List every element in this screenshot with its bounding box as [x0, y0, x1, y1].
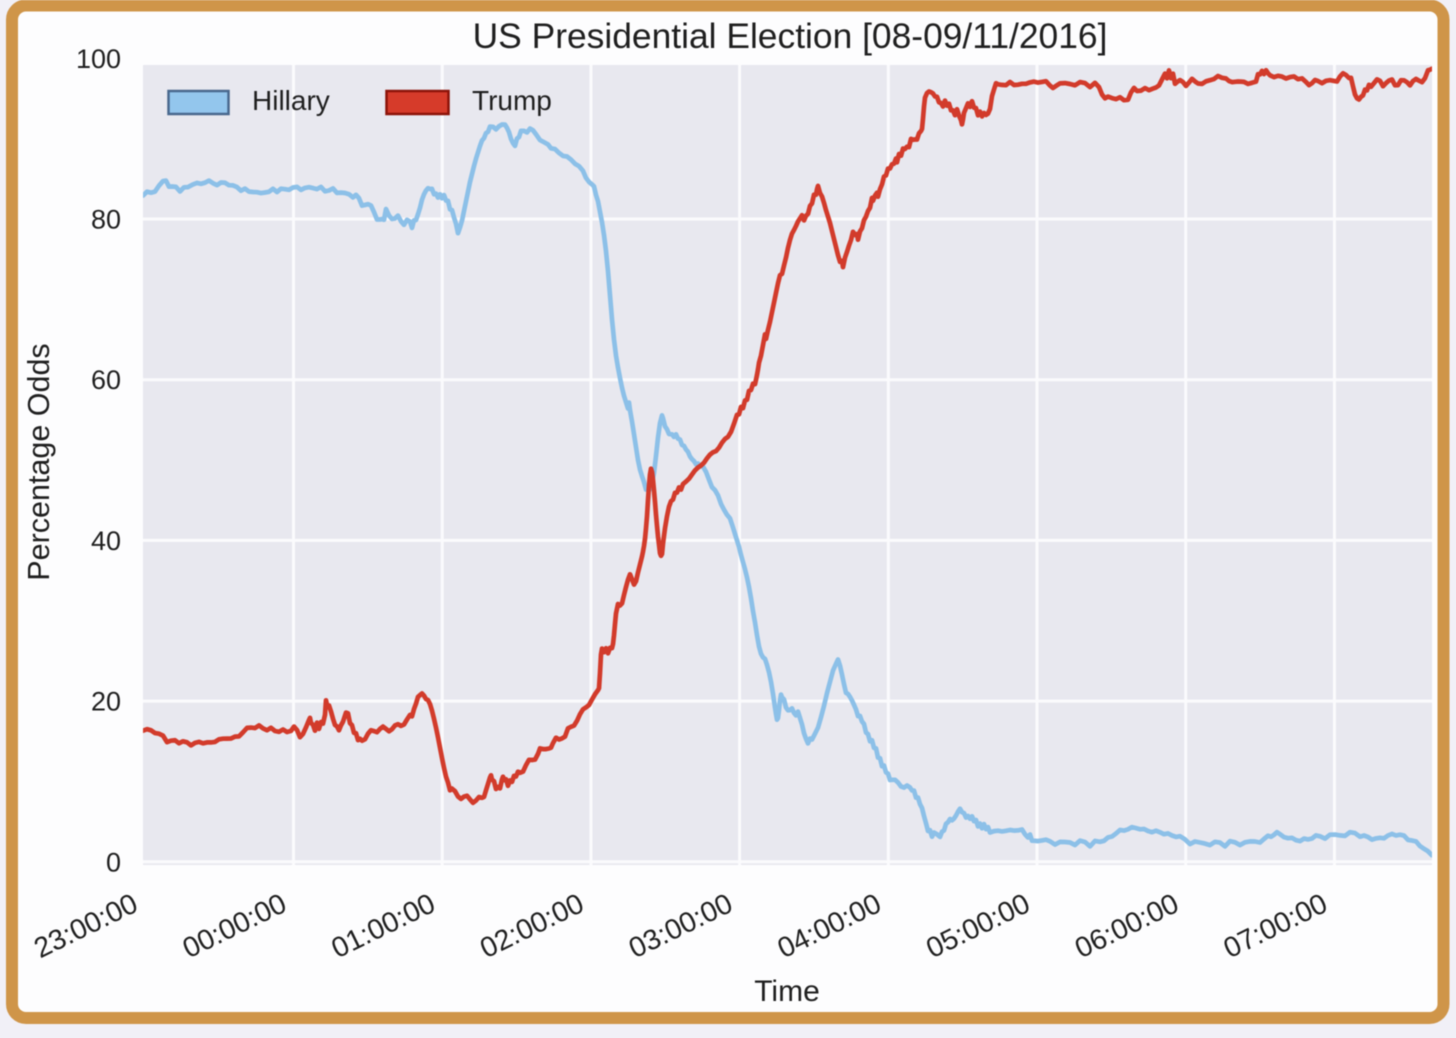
svg-text:Hillary: Hillary — [252, 85, 330, 116]
svg-text:0: 0 — [106, 847, 121, 877]
svg-text:40: 40 — [91, 526, 121, 556]
svg-text:Time: Time — [754, 975, 820, 1008]
svg-text:20: 20 — [91, 687, 121, 717]
svg-text:60: 60 — [91, 365, 121, 395]
svg-text:80: 80 — [91, 205, 121, 235]
svg-text:US Presidential Election [08-0: US Presidential Election [08-09/11/2016] — [473, 16, 1108, 56]
svg-text:Trump: Trump — [472, 85, 552, 116]
svg-text:100: 100 — [76, 44, 121, 74]
svg-text:Percentage Odds: Percentage Odds — [22, 343, 56, 580]
